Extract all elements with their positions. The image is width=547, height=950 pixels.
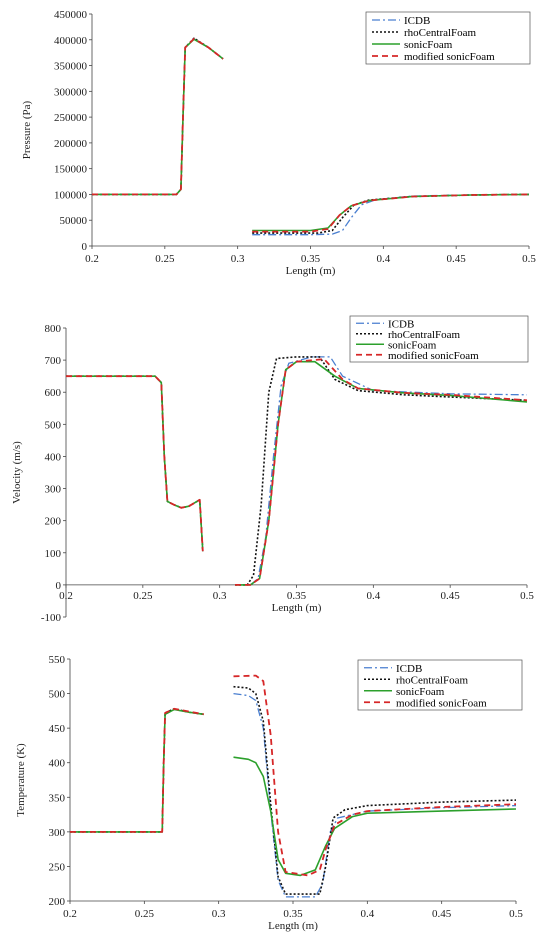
x-tick-label: 0.35	[287, 590, 307, 602]
y-axis-title: Temperature (K)	[15, 743, 27, 817]
x-tick-label: 0.45	[441, 590, 461, 602]
y-tick-label: 450000	[54, 9, 88, 21]
chart-3: 200 250 300 350 400 450 500 550 0.2 0.25 0.3 0.35 0.…	[15, 654, 523, 932]
legend-label: ICDB	[388, 318, 414, 330]
y-tick-label: 800	[45, 323, 62, 335]
y-tick-label: 50000	[60, 215, 88, 227]
y-tick-label: 300	[45, 484, 62, 496]
x-tick-label: 0.25	[133, 590, 153, 602]
x-tick-label: 0.45	[447, 253, 467, 265]
y-tick-label: -100	[41, 612, 62, 624]
y-tick-label: 100	[45, 548, 62, 560]
x-tick-label: 0.3	[213, 590, 227, 602]
x-tick-label: 0.5	[509, 908, 523, 920]
y-tick-label: 600	[45, 387, 62, 399]
series-line-sonicfoam-seg1	[70, 708, 204, 833]
y-tick-label: 100000	[54, 189, 88, 201]
series-line-rhocentralfoam-seg1	[92, 37, 224, 196]
x-axis-title: Length (m)	[286, 265, 336, 277]
x-tick-label: 0.4	[360, 908, 374, 920]
y-axis-title: Velocity (m/s)	[11, 441, 23, 504]
x-tick-label: 0.35	[301, 253, 321, 265]
x-tick-label: 0.2	[59, 590, 73, 602]
chart-2: -100 0 100 200 300 400 500 600 700 800 0.2 0.25 0.3 0…	[11, 315, 534, 624]
legend-label: modified sonicFoam	[404, 51, 495, 63]
legend-label: rhoCentralFoam	[396, 674, 469, 686]
y-tick-label: 400	[45, 451, 62, 463]
series-line-modified-sonicfoam-seg2	[235, 358, 528, 586]
x-tick-label: 0.45	[432, 908, 452, 920]
y-tick-label: 350000	[54, 61, 88, 73]
y-tick-label: 500	[45, 419, 62, 431]
y-tick-label: 300	[49, 827, 66, 839]
legend-label: modified sonicFoam	[388, 350, 479, 362]
legend-label: sonicFoam	[396, 686, 445, 698]
series-line-icdb-seg2	[233, 692, 517, 898]
y-tick-label: 350	[49, 792, 66, 804]
y-tick-label: 250	[49, 861, 66, 873]
series-line-rhocentralfoam-seg2	[233, 685, 517, 895]
y-tick-label: 250000	[54, 112, 88, 124]
y-tick-label: 500	[49, 689, 66, 701]
series-line-rhocentralfoam-seg1	[66, 375, 204, 552]
x-tick-label: 0.2	[63, 908, 77, 920]
series-line-modified-sonicfoam-seg1	[66, 375, 204, 552]
series-line-modified-sonicfoam-seg2	[233, 674, 517, 877]
x-tick-label: 0.3	[231, 253, 245, 265]
series-line-icdb-seg1	[92, 38, 224, 196]
chart-1: 0 50000 100000 150000 200000 250000 300000 3500…	[21, 9, 536, 277]
x-tick-label: 0.35	[283, 908, 303, 920]
y-tick-label: 550	[49, 654, 66, 666]
legend-label: sonicFoam	[388, 339, 437, 351]
y-tick-label: 450	[49, 723, 66, 735]
legend-label: ICDB	[396, 663, 422, 675]
x-tick-label: 0.3	[212, 908, 226, 920]
x-tick-label: 0.5	[522, 253, 536, 265]
legend-label: ICDB	[404, 15, 430, 27]
series-line-rhocentralfoam-seg2	[252, 193, 530, 234]
y-tick-label: 0	[56, 580, 62, 592]
x-tick-label: 0.25	[135, 908, 155, 920]
legend-label: rhoCentralFoam	[388, 329, 461, 341]
legend-label: modified sonicFoam	[396, 697, 487, 709]
y-axis-title: Pressure (Pa)	[21, 100, 33, 159]
y-tick-label: 200	[49, 896, 66, 908]
series-line-modified-sonicfoam-seg1	[70, 707, 204, 833]
legend-label: sonicFoam	[404, 39, 453, 51]
x-axis-title: Length (m)	[272, 602, 322, 614]
series-line-sonicfoam-seg2	[233, 756, 517, 877]
series-line-sonicfoam-seg2	[235, 360, 528, 586]
series-line-icdb-seg1	[70, 708, 204, 833]
y-tick-label: 300000	[54, 86, 88, 98]
series-line-sonicfoam-seg2	[252, 193, 530, 232]
legend-label: rhoCentralFoam	[404, 27, 477, 39]
x-tick-label: 0.25	[155, 253, 175, 265]
series-line-icdb-seg2	[252, 193, 530, 236]
y-tick-label: 200	[45, 516, 62, 528]
series-line-rhocentralfoam-seg2	[235, 356, 528, 586]
y-tick-label: 0	[82, 241, 88, 253]
series-line-icdb-seg1	[66, 375, 204, 552]
series-line-sonicfoam-seg1	[92, 38, 224, 196]
series-line-sonicfoam-seg1	[66, 375, 204, 552]
x-tick-label: 0.2	[85, 253, 99, 265]
x-tick-label: 0.4	[376, 253, 390, 265]
y-tick-label: 400	[49, 758, 66, 770]
x-axis-title: Length (m)	[268, 920, 318, 932]
x-tick-label: 0.4	[366, 590, 380, 602]
x-tick-label: 0.5	[520, 590, 534, 602]
y-tick-label: 150000	[54, 164, 88, 176]
series-line-modified-sonicfoam-seg2	[252, 193, 530, 233]
y-tick-label: 200000	[54, 138, 88, 150]
y-tick-label: 700	[45, 355, 62, 367]
series-line-rhocentralfoam-seg1	[70, 708, 204, 833]
series-line-modified-sonicfoam-seg1	[92, 37, 224, 196]
y-tick-label: 400000	[54, 35, 88, 47]
